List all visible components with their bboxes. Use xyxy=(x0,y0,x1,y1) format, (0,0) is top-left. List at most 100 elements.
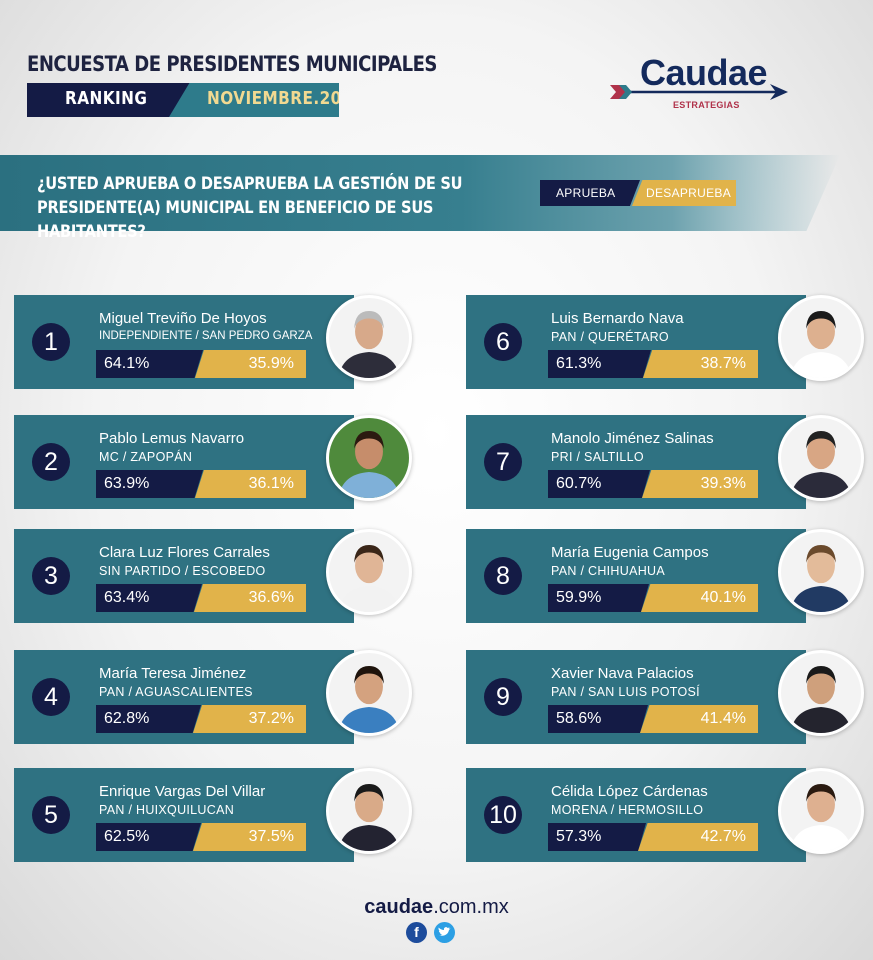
disapprove-value: 40.1% xyxy=(700,589,746,606)
disapprove-value: 38.7% xyxy=(700,355,746,372)
disapprove-segment: 37.5% xyxy=(193,823,306,851)
ranking-card: 9 Xavier Nava Palacios PAN / SAN LUIS POTO… xyxy=(466,650,866,744)
approval-bar: 58.6% 41.4% xyxy=(548,705,758,733)
rank-number: 3 xyxy=(32,557,70,595)
candidate-photo xyxy=(326,768,412,854)
disapprove-segment: 35.9% xyxy=(195,350,306,378)
ranking-card: 5 Enrique Vargas Del Villar PAN / HUIXQUIL… xyxy=(14,768,414,862)
candidate-photo xyxy=(778,529,864,615)
approve-value: 59.9% xyxy=(556,589,602,606)
candidate-name: Célida López Cárdenas xyxy=(551,783,708,800)
person-icon xyxy=(329,418,409,498)
candidate-party: MORENA / HERMOSILLO xyxy=(551,803,704,817)
approve-segment: 64.1% xyxy=(96,350,203,378)
person-icon xyxy=(781,532,861,612)
candidate-photo xyxy=(326,415,412,501)
disapprove-value: 37.2% xyxy=(248,710,294,727)
approve-value: 64.1% xyxy=(104,355,150,372)
approval-bar: 61.3% 38.7% xyxy=(548,350,758,378)
candidate-party: INDEPENDIENTE / SAN PEDRO GARZA xyxy=(99,330,313,342)
question-text: ¿USTED APRUEBA O DESAPRUEBA LA GESTIÓN D… xyxy=(37,174,463,242)
approval-bar: 64.1% 35.9% xyxy=(96,350,306,378)
approve-segment: 61.3% xyxy=(548,350,651,378)
legend-disapprove-label: DESAPRUEBA xyxy=(646,186,732,200)
legend-disapprove: DESAPRUEBA xyxy=(632,180,736,206)
candidate-party: PAN / HUIXQUILUCAN xyxy=(99,803,235,817)
month-label: NOVIEMBRE.2020 xyxy=(207,88,364,109)
disapprove-value: 41.4% xyxy=(700,710,746,727)
approval-bar: 62.5% 37.5% xyxy=(96,823,306,851)
rank-number: 2 xyxy=(32,443,70,481)
approve-value: 62.8% xyxy=(104,710,150,727)
approval-bar: 62.8% 37.2% xyxy=(96,705,306,733)
person-icon xyxy=(781,298,861,378)
header-title: ENCUESTA DE PRESIDENTES MUNICIPALES xyxy=(27,52,437,76)
candidate-party: PRI / SALTILLO xyxy=(551,450,644,464)
facebook-icon[interactable]: f xyxy=(406,922,427,943)
candidate-photo xyxy=(326,529,412,615)
approval-bar: 63.4% 36.6% xyxy=(96,584,306,612)
disapprove-segment: 36.1% xyxy=(195,470,306,498)
rank-number: 9 xyxy=(484,678,522,716)
ranking-card: 2 Pablo Lemus Navarro MC / ZAPOPÁN 63.9% 36.… xyxy=(14,415,414,509)
candidate-name: María Teresa Jiménez xyxy=(99,665,247,682)
ranking-card: 8 María Eugenia Campos PAN / CHIHUAHUA 59.9… xyxy=(466,529,866,623)
approve-value: 62.5% xyxy=(104,828,150,845)
candidate-party: PAN / CHIHUAHUA xyxy=(551,564,666,578)
approve-value: 63.4% xyxy=(104,589,150,606)
approval-bar: 59.9% 40.1% xyxy=(548,584,758,612)
ranking-card: 4 María Teresa Jiménez PAN / AGUASCALIENTE… xyxy=(14,650,414,744)
disapprove-value: 35.9% xyxy=(248,355,294,372)
candidate-name: Enrique Vargas Del Villar xyxy=(99,783,266,800)
approve-value: 58.6% xyxy=(556,710,602,727)
rank-number: 7 xyxy=(484,443,522,481)
person-icon xyxy=(781,771,861,851)
candidate-party: MC / ZAPOPÁN xyxy=(99,450,193,464)
disapprove-value: 36.1% xyxy=(248,475,294,492)
approve-segment: 58.6% xyxy=(548,705,648,733)
approve-segment: 62.8% xyxy=(96,705,201,733)
candidate-name: Luis Bernardo Nava xyxy=(551,310,684,327)
rank-number: 5 xyxy=(32,796,70,834)
twitter-icon[interactable] xyxy=(434,922,455,943)
month-label-box: NOVIEMBRE.2020 xyxy=(169,83,339,117)
approve-value: 57.3% xyxy=(556,828,602,845)
disapprove-value: 42.7% xyxy=(700,828,746,845)
ranking-card: 1 Miguel Treviño De Hoyos INDEPENDIENTE / … xyxy=(14,295,414,389)
ranking-card: 3 Clara Luz Flores Carrales SIN PARTIDO / … xyxy=(14,529,414,623)
arrow-icon xyxy=(610,84,788,100)
disapprove-segment: 36.6% xyxy=(194,584,306,612)
person-icon xyxy=(329,532,409,612)
disapprove-value: 37.5% xyxy=(248,828,294,845)
footer-url[interactable]: caudae.com.mx xyxy=(0,896,873,919)
candidate-photo xyxy=(778,295,864,381)
disapprove-segment: 41.4% xyxy=(640,705,758,733)
ranking-card: 10 Célida López Cárdenas MORENA / HERMOSIL… xyxy=(466,768,866,862)
approve-segment: 63.9% xyxy=(96,470,203,498)
disapprove-segment: 42.7% xyxy=(638,823,758,851)
approve-value: 63.9% xyxy=(104,475,150,492)
candidate-photo xyxy=(326,295,412,381)
candidate-name: María Eugenia Campos xyxy=(551,544,709,561)
person-icon xyxy=(329,771,409,851)
logo-subtitle: ESTRATEGIAS xyxy=(673,100,740,110)
candidate-name: Miguel Treviño De Hoyos xyxy=(99,310,267,327)
disapprove-value: 39.3% xyxy=(700,475,746,492)
caudae-logo: Caudae ESTRATEGIAS xyxy=(610,52,800,116)
header-bar: RANKING NOVIEMBRE.2020 xyxy=(27,83,339,117)
approve-segment: 63.4% xyxy=(96,584,202,612)
candidate-photo xyxy=(326,650,412,736)
candidate-party: PAN / QUERÉTARO xyxy=(551,330,669,344)
approve-segment: 62.5% xyxy=(96,823,201,851)
candidate-name: Xavier Nava Palacios xyxy=(551,665,694,682)
approve-value: 61.3% xyxy=(556,355,602,372)
approve-value: 60.7% xyxy=(556,475,602,492)
ranking-label-box: RANKING xyxy=(27,83,197,117)
footer-url-rest: .com.mx xyxy=(433,896,509,918)
person-icon xyxy=(329,298,409,378)
person-icon xyxy=(781,653,861,733)
candidate-party: SIN PARTIDO / ESCOBEDO xyxy=(99,564,266,578)
candidate-party: PAN / SAN LUIS POTOSÍ xyxy=(551,685,700,699)
legend-approve-label: APRUEBA xyxy=(556,186,616,200)
rank-number: 8 xyxy=(484,557,522,595)
